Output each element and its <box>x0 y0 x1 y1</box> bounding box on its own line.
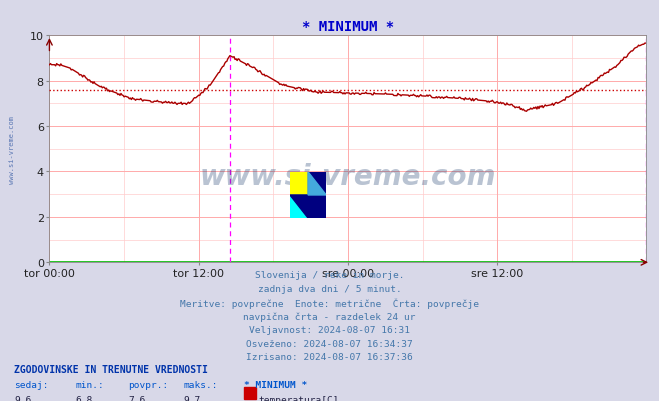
Text: min.:: min.: <box>76 380 105 389</box>
Bar <box>308 172 326 219</box>
Title: * MINIMUM *: * MINIMUM * <box>302 20 393 34</box>
Polygon shape <box>308 172 326 195</box>
Text: * MINIMUM *: * MINIMUM * <box>244 380 307 389</box>
Text: 9,6: 9,6 <box>14 395 32 401</box>
Text: navpična črta - razdelek 24 ur: navpična črta - razdelek 24 ur <box>243 312 416 321</box>
Text: www.si-vreme.com: www.si-vreme.com <box>200 162 496 190</box>
Text: 7,6: 7,6 <box>129 395 146 401</box>
Text: ZGODOVINSKE IN TRENUTNE VREDNOSTI: ZGODOVINSKE IN TRENUTNE VREDNOSTI <box>14 364 208 374</box>
Text: temperatura[C]: temperatura[C] <box>258 395 339 401</box>
Text: Slovenija / reke in morje.: Slovenija / reke in morje. <box>255 271 404 279</box>
Bar <box>290 172 308 195</box>
Text: Meritve: povprečne  Enote: metrične  Črta: povprečje: Meritve: povprečne Enote: metrične Črta:… <box>180 298 479 308</box>
Polygon shape <box>290 195 308 219</box>
Text: zadnja dva dni / 5 minut.: zadnja dva dni / 5 minut. <box>258 284 401 293</box>
Text: Osveženo: 2024-08-07 16:34:37: Osveženo: 2024-08-07 16:34:37 <box>246 339 413 348</box>
Text: 6,8: 6,8 <box>76 395 93 401</box>
Text: 9,7: 9,7 <box>183 395 200 401</box>
Text: Izrisano: 2024-08-07 16:37:36: Izrisano: 2024-08-07 16:37:36 <box>246 352 413 361</box>
Bar <box>290 195 308 219</box>
Text: sedaj:: sedaj: <box>14 380 49 389</box>
Text: www.si-vreme.com: www.si-vreme.com <box>9 115 15 183</box>
Text: povpr.:: povpr.: <box>129 380 169 389</box>
Text: maks.:: maks.: <box>183 380 217 389</box>
Text: Veljavnost: 2024-08-07 16:31: Veljavnost: 2024-08-07 16:31 <box>249 325 410 334</box>
Bar <box>244 387 256 399</box>
